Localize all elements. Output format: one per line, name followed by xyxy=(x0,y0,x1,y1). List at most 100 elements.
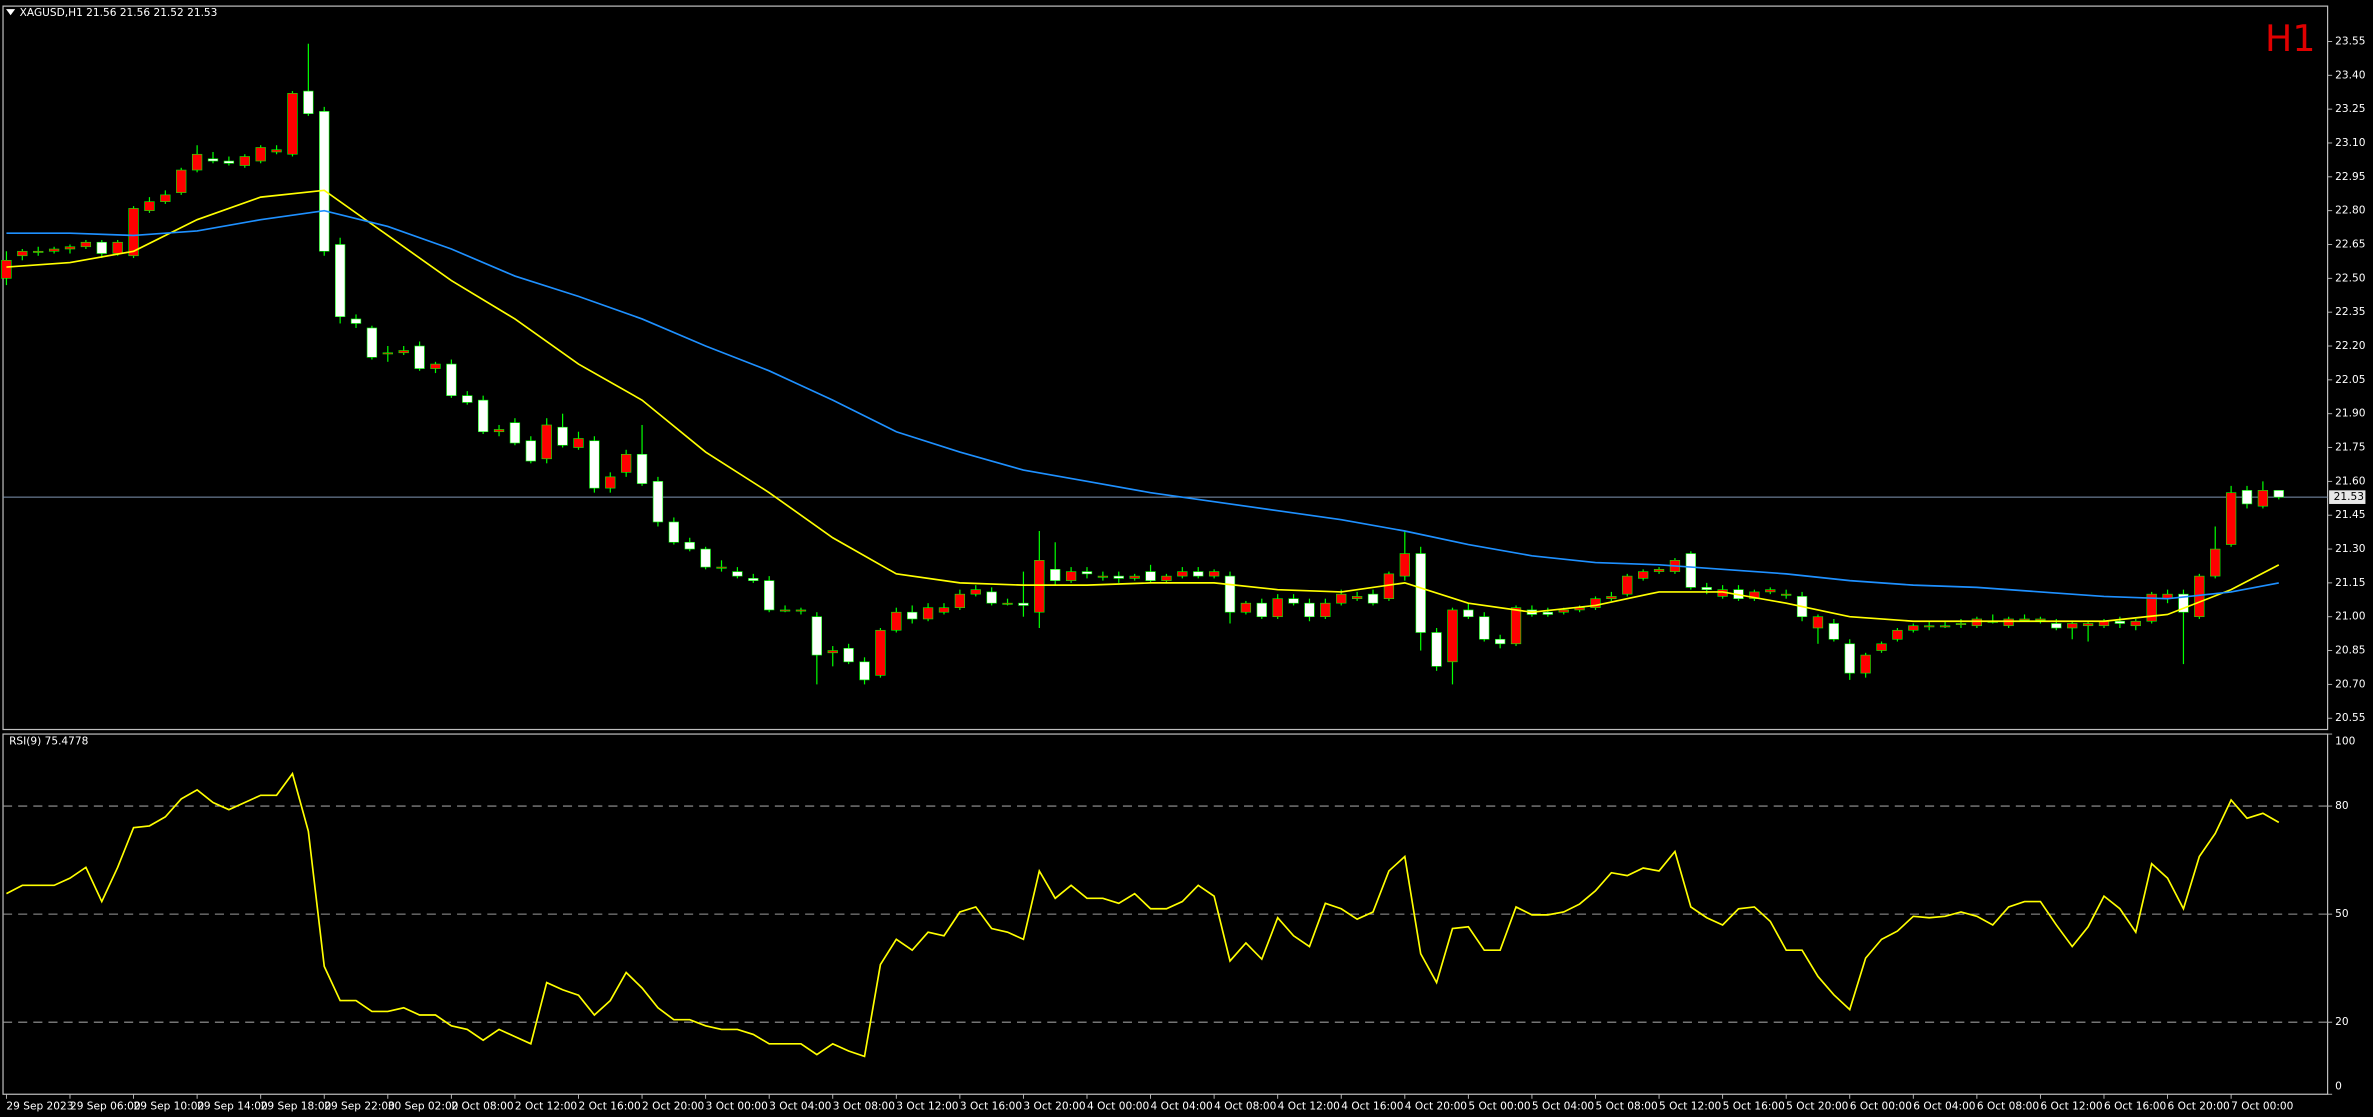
candle-body xyxy=(1399,553,1410,577)
candle-body xyxy=(414,345,425,369)
candle-body xyxy=(509,422,521,444)
y-tick-label: 22.35 xyxy=(2335,306,2365,318)
candle-body xyxy=(1224,575,1236,613)
candle-body xyxy=(17,250,28,257)
candle-body xyxy=(605,476,616,489)
x-tick-label: 4 Oct 08:00 xyxy=(1214,1100,1276,1112)
candle-body xyxy=(255,147,266,162)
candle-body xyxy=(2273,490,2284,498)
last-price-box xyxy=(2329,490,2366,504)
candle-body xyxy=(319,111,330,252)
candle-body xyxy=(207,158,219,162)
x-tick-label: 4 Oct 16:00 xyxy=(1341,1100,1403,1112)
candle-body xyxy=(1097,575,1109,578)
y-tick-label: 23.55 xyxy=(2335,35,2365,47)
menu-arrow xyxy=(6,9,16,16)
candle-body xyxy=(176,169,187,193)
x-tick-label: 2 Oct 08:00 xyxy=(451,1100,513,1112)
x-tick-label: 3 Oct 16:00 xyxy=(960,1100,1022,1112)
candle-body xyxy=(1860,654,1871,674)
candle-body xyxy=(811,616,822,656)
candle-body xyxy=(1510,607,1522,645)
y-tick-label: 21.90 xyxy=(2335,408,2366,420)
x-tick-label: 6 Oct 16:00 xyxy=(2104,1100,2166,1112)
x-tick-label: 29 Sep 18:00 xyxy=(261,1100,332,1112)
candle-body xyxy=(557,426,568,446)
candle-body xyxy=(589,440,600,489)
candle-body xyxy=(112,241,123,254)
candle-body xyxy=(2178,593,2189,613)
candle-body xyxy=(716,566,727,569)
candle-body xyxy=(652,481,664,523)
candle-body xyxy=(334,244,346,317)
candle-body xyxy=(2130,620,2141,627)
candle-body xyxy=(1892,629,1903,640)
candle-body xyxy=(1272,598,1283,618)
candle-body xyxy=(64,246,76,250)
x-tick-label: 6 Oct 12:00 xyxy=(2040,1100,2102,1112)
candle-body xyxy=(922,607,934,620)
x-tick-label: 29 Sep 14:00 xyxy=(197,1100,268,1112)
candle-body xyxy=(764,580,775,611)
candle-body xyxy=(636,453,648,484)
candle-body xyxy=(1081,571,1093,575)
candle-body xyxy=(430,363,441,369)
y-tick-label: 22.80 xyxy=(2335,205,2366,217)
candle-body xyxy=(223,160,235,164)
candle-body xyxy=(1351,596,1363,599)
y-tick-label: 21.45 xyxy=(2335,509,2365,521)
candle-body xyxy=(1638,571,1649,579)
candle-body xyxy=(1781,593,1792,596)
candle-body xyxy=(1685,553,1696,588)
candle-body xyxy=(1590,598,1601,608)
x-tick-label: 30 Sep 02:00 xyxy=(388,1100,459,1112)
candle-body xyxy=(843,647,854,663)
candle-body xyxy=(1495,638,1506,645)
candle-body xyxy=(875,629,886,676)
candle-body xyxy=(2114,620,2126,624)
x-tick-label: 5 Oct 12:00 xyxy=(1659,1100,1721,1112)
timeframe-label: H1 xyxy=(2265,17,2315,60)
candle-body xyxy=(907,611,918,620)
candle-body xyxy=(700,548,711,568)
candle-body xyxy=(1606,596,1617,599)
x-tick-label: 3 Oct 12:00 xyxy=(896,1100,958,1112)
candle-body xyxy=(684,541,695,550)
candle-body xyxy=(795,609,807,612)
y-tick-label: 22.65 xyxy=(2335,238,2365,250)
rsi-y-tick-label: 50 xyxy=(2335,908,2349,920)
candle-body xyxy=(1447,609,1458,663)
candle-body xyxy=(1161,575,1172,581)
x-tick-label: 5 Oct 04:00 xyxy=(1532,1100,1594,1112)
candle-body xyxy=(2257,490,2269,507)
candle-body xyxy=(1129,575,1140,579)
x-tick-label: 5 Oct 08:00 xyxy=(1595,1100,1657,1112)
candle-body xyxy=(1653,569,1665,572)
x-tick-label: 5 Oct 16:00 xyxy=(1723,1100,1785,1112)
candle-body xyxy=(1955,623,1967,625)
x-tick-label: 3 Oct 20:00 xyxy=(1023,1100,1085,1112)
candle-body xyxy=(954,593,966,608)
y-tick-label: 21.15 xyxy=(2335,577,2365,589)
x-tick-label: 4 Oct 12:00 xyxy=(1278,1100,1340,1112)
y-tick-label: 21.60 xyxy=(2335,475,2366,487)
y-tick-label: 21.00 xyxy=(2335,611,2366,623)
candle-body xyxy=(271,149,282,153)
candle-body xyxy=(2003,618,2014,627)
candle-body xyxy=(239,156,250,166)
candle-body xyxy=(1558,609,1569,613)
candle-body xyxy=(160,194,171,202)
x-tick-label: 7 Oct 00:00 xyxy=(2231,1100,2293,1112)
candle-body xyxy=(1924,625,1935,628)
candle-body xyxy=(779,609,791,612)
y-tick-label: 21.75 xyxy=(2335,442,2365,454)
plot-layer: 20.55 20.70 20.85 21.00 21.15 21.30 21.45 21.60… xyxy=(1,35,2366,1112)
candle-body xyxy=(525,440,536,462)
candle-body xyxy=(191,153,203,171)
candle-body xyxy=(1113,575,1124,579)
candle-body xyxy=(2225,492,2237,545)
y-tick-label: 20.70 xyxy=(2335,678,2366,690)
y-tick-label: 23.10 xyxy=(2335,137,2366,149)
